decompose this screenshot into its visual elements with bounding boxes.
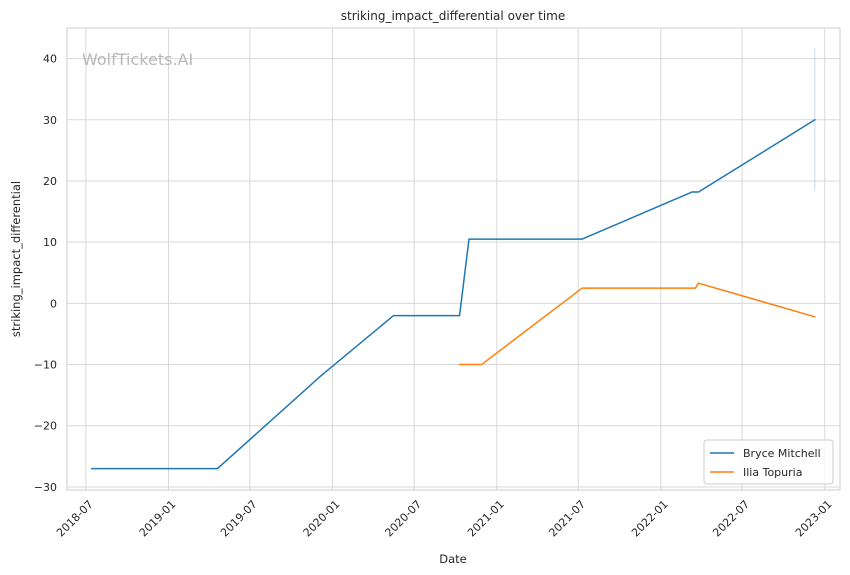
x-tick-label: 2019-01: [137, 498, 179, 540]
legend-label-ilia-topuria: Ilia Topuria: [743, 466, 802, 479]
legend: Bryce Mitchell Ilia Topuria: [703, 439, 834, 485]
series-line-bryce-mitchell: [90, 119, 816, 470]
x-axis-label: Date: [439, 552, 467, 566]
y-axis-label: striking_impact_differential: [9, 181, 23, 337]
x-tick-label: 2019-07: [218, 498, 260, 540]
plot-area: [66, 27, 841, 491]
y-tick-label: 0: [50, 297, 57, 310]
y-tick-label: 10: [43, 236, 57, 249]
legend-box: [703, 439, 834, 485]
x-tick-label: 2021-07: [546, 498, 588, 540]
x-tick-label: 2022-01: [629, 498, 671, 540]
x-tick-label: 2023-01: [793, 498, 835, 540]
y-tick-label: −20: [34, 420, 57, 433]
x-tick-label: 2020-01: [301, 498, 343, 540]
x-tick-label: 2021-01: [465, 498, 507, 540]
chart-title: striking_impact_differential over time: [341, 9, 566, 23]
y-tick-label: 20: [43, 175, 57, 188]
watermark-text: WolfTickets.AI: [82, 50, 193, 69]
y-tick-label: −30: [34, 481, 57, 494]
legend-label-bryce-mitchell: Bryce Mitchell: [743, 447, 821, 460]
x-tick-label: 2020-07: [382, 498, 424, 540]
y-tick-label: −10: [34, 359, 57, 372]
series-lines: [90, 119, 816, 470]
x-tick-label: 2022-07: [710, 498, 752, 540]
y-tick-label: 30: [43, 114, 57, 127]
x-axis-ticks: 2018-07 2019-01 2019-07 2020-01 2020-07 2021-…: [54, 498, 835, 540]
y-tick-label: 40: [43, 53, 57, 66]
gridlines: [67, 28, 840, 490]
series-line-ilia-topuria: [458, 282, 816, 366]
y-axis-ticks: −30 −20 −10 0 10 20 30 40: [34, 53, 57, 494]
x-tick-label: 2018-07: [54, 498, 96, 540]
